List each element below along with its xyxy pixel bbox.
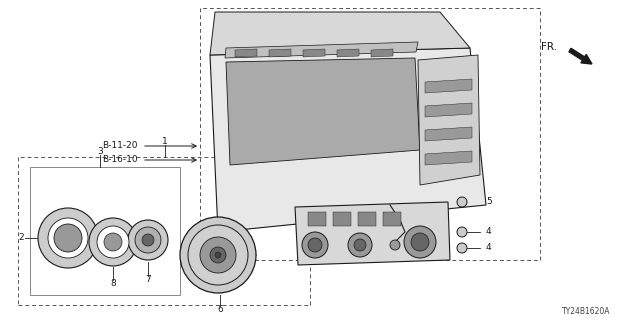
Circle shape xyxy=(180,217,256,293)
FancyArrow shape xyxy=(569,48,592,64)
Polygon shape xyxy=(333,212,351,226)
Text: 4: 4 xyxy=(486,244,492,252)
Circle shape xyxy=(89,218,137,266)
Polygon shape xyxy=(383,212,401,226)
Circle shape xyxy=(104,233,122,251)
Circle shape xyxy=(457,227,467,237)
Circle shape xyxy=(457,243,467,253)
Text: 8: 8 xyxy=(110,279,116,289)
Polygon shape xyxy=(226,58,420,165)
Text: 1: 1 xyxy=(162,138,168,147)
Polygon shape xyxy=(210,48,486,232)
Polygon shape xyxy=(425,151,472,165)
Polygon shape xyxy=(303,49,325,57)
Circle shape xyxy=(354,239,366,251)
Polygon shape xyxy=(295,202,450,265)
Circle shape xyxy=(54,224,82,252)
Circle shape xyxy=(142,234,154,246)
Circle shape xyxy=(302,232,328,258)
Polygon shape xyxy=(269,49,291,57)
Polygon shape xyxy=(425,127,472,141)
Text: FR.: FR. xyxy=(541,42,557,52)
Polygon shape xyxy=(210,12,470,55)
Circle shape xyxy=(97,226,129,258)
Circle shape xyxy=(200,237,236,273)
Text: TY24B1620A: TY24B1620A xyxy=(561,308,610,316)
Circle shape xyxy=(135,227,161,253)
Circle shape xyxy=(128,220,168,260)
Text: 6: 6 xyxy=(217,306,223,315)
Circle shape xyxy=(390,240,400,250)
Text: 7: 7 xyxy=(145,276,151,284)
Polygon shape xyxy=(371,49,393,57)
Circle shape xyxy=(215,252,221,258)
Text: 5: 5 xyxy=(486,197,492,206)
Circle shape xyxy=(38,208,98,268)
Bar xyxy=(30,167,180,295)
Text: B-11-20: B-11-20 xyxy=(102,141,138,150)
Polygon shape xyxy=(235,49,257,57)
Text: B-16-10: B-16-10 xyxy=(102,156,138,164)
Polygon shape xyxy=(425,103,472,117)
Circle shape xyxy=(457,197,467,207)
Circle shape xyxy=(308,238,322,252)
Circle shape xyxy=(48,218,88,258)
Circle shape xyxy=(404,226,436,258)
Text: 4: 4 xyxy=(486,228,492,236)
Circle shape xyxy=(411,233,429,251)
Text: 3: 3 xyxy=(97,148,103,156)
Polygon shape xyxy=(337,49,359,57)
Circle shape xyxy=(348,233,372,257)
Text: 2: 2 xyxy=(18,234,24,243)
Polygon shape xyxy=(308,212,326,226)
Circle shape xyxy=(210,247,226,263)
Polygon shape xyxy=(225,42,418,58)
Polygon shape xyxy=(418,55,480,185)
Circle shape xyxy=(188,225,248,285)
Polygon shape xyxy=(425,79,472,93)
Polygon shape xyxy=(358,212,376,226)
